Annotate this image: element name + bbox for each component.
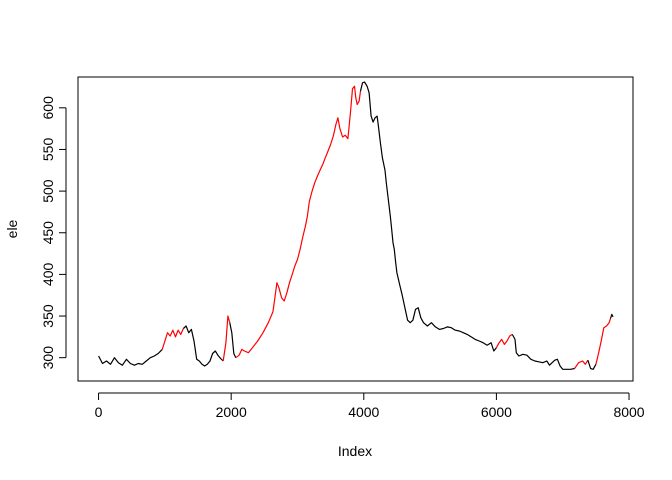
x-tick-label: 2000: [216, 404, 247, 420]
line-segment-black-2: [182, 325, 224, 367]
x-tick-label: 6000: [481, 404, 512, 420]
x-axis-title: Index: [338, 443, 372, 459]
line-segment-red-9: [574, 359, 589, 369]
plot-frame: [77, 76, 634, 382]
line-segment-red-5: [235, 85, 362, 359]
y-tick-label: 350: [40, 304, 56, 328]
x-tick-label: 4000: [348, 404, 379, 420]
y-axis: 300 350 400 450 500 550 600: [40, 96, 67, 370]
line-segment-black-8: [511, 334, 575, 370]
x-axis: 0 2000 4000 6000 8000: [95, 392, 645, 420]
line-segment-black-6: [359, 81, 497, 352]
line-segment-red-3: [222, 315, 231, 362]
line-segment-red-1: [161, 328, 184, 350]
y-tick-label: 300: [40, 346, 56, 370]
y-tick-label: 500: [40, 179, 56, 203]
line-segment-black-4: [229, 322, 237, 358]
y-tick-label: 400: [40, 262, 56, 286]
y-tick-label: 550: [40, 138, 56, 162]
line-segment-black-12: [609, 313, 614, 319]
series-group: [98, 81, 614, 370]
line-segment-red-11: [595, 318, 612, 365]
line-segment-black-0: [98, 348, 163, 366]
y-axis-title: ele: [4, 219, 20, 238]
line-segment-black-10: [587, 360, 597, 370]
x-tick-label: 8000: [613, 404, 644, 420]
y-tick-label: 600: [40, 96, 56, 120]
line-segment-red-7: [495, 333, 513, 348]
y-tick-label: 450: [40, 221, 56, 245]
x-tick-label: 0: [95, 404, 103, 420]
